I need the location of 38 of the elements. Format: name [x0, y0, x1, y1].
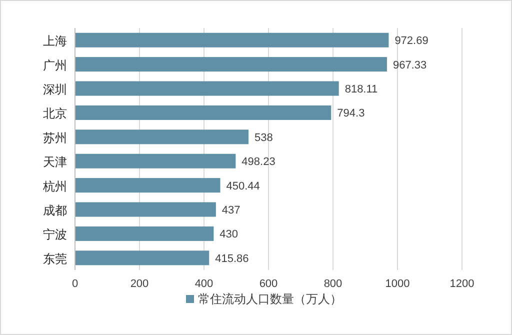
bar	[75, 32, 389, 48]
y-tick-label: 成都	[43, 204, 67, 218]
bar	[75, 105, 332, 120]
x-tick-label: 800	[324, 278, 342, 290]
y-tick-label: 北京	[43, 106, 67, 121]
data-label: 415.86	[215, 252, 249, 265]
data-label: 437	[222, 204, 240, 216]
y-tick-label: 上海	[43, 34, 67, 48]
x-tick-label: 1000	[385, 278, 410, 290]
data-label: 794.3	[337, 108, 365, 120]
y-tick-label: 天津	[43, 155, 67, 170]
x-tick-label: 600	[259, 278, 278, 290]
x-tick-label: 400	[194, 278, 214, 290]
x-tick-label: 1200	[450, 278, 474, 290]
y-tick-label: 苏州	[43, 130, 67, 145]
data-label: 967.33	[392, 59, 427, 72]
y-tick-label: 深圳	[43, 82, 67, 96]
x-tick-label: 200	[130, 278, 149, 290]
y-tick-label: 宁波	[43, 228, 67, 242]
legend-label: 常住流动人口数量（万人）	[198, 292, 342, 306]
data-label: 450.44	[226, 180, 260, 192]
bar	[75, 202, 216, 217]
bar	[75, 154, 236, 168]
bar	[75, 250, 210, 266]
data-label: 538	[254, 132, 273, 144]
data-label: 498.23	[242, 156, 276, 168]
x-tick-label: 0	[72, 278, 78, 290]
data-label: 972.69	[394, 35, 428, 48]
bar	[75, 130, 249, 144]
data-label: 818.11	[344, 84, 378, 96]
y-tick-label: 杭州	[42, 179, 67, 194]
bar	[75, 178, 220, 193]
y-tick-label: 广州	[43, 58, 67, 72]
bar	[75, 57, 387, 72]
data-label: 430	[220, 228, 238, 241]
y-tick-label: 东莞	[43, 252, 67, 266]
bar	[75, 81, 339, 96]
bar	[75, 226, 214, 241]
